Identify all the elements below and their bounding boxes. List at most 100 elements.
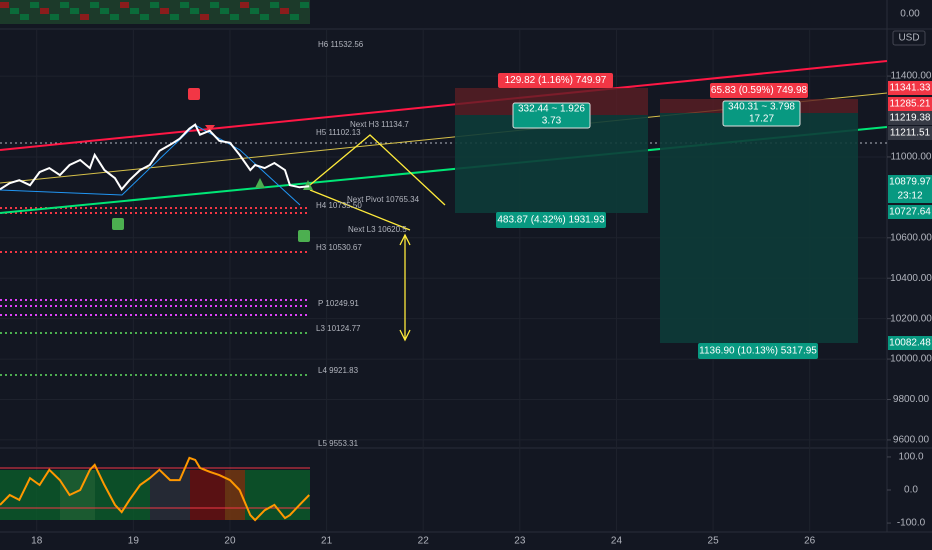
target-zone bbox=[455, 115, 648, 213]
price-tag-box bbox=[888, 189, 932, 203]
y-tick-label: 0.0 bbox=[904, 485, 918, 496]
x-tick-label: 22 bbox=[418, 536, 430, 547]
top-pane-cell bbox=[30, 2, 39, 8]
price-tag-box bbox=[888, 205, 932, 219]
top-pane-cell bbox=[140, 14, 149, 20]
y-tick-label: 10000.00 bbox=[890, 354, 932, 365]
y-tick-label: 11000.00 bbox=[891, 152, 932, 163]
price-tag-box bbox=[888, 111, 932, 125]
projection-arrow bbox=[309, 134, 446, 206]
price-tag-box bbox=[888, 97, 932, 111]
price-tag: 10727.64 bbox=[889, 207, 931, 218]
top-pane-cell bbox=[220, 8, 229, 14]
top-pane-cell bbox=[20, 14, 29, 20]
x-tick-label: 25 bbox=[708, 536, 720, 547]
level-label: Next H3 11134.7 bbox=[350, 120, 409, 129]
top-pane-cell bbox=[120, 2, 129, 8]
level-label: P 10249.91 bbox=[318, 299, 359, 308]
oscillator-band bbox=[150, 470, 190, 520]
position-label: 340.31 ~ 3.798 bbox=[728, 102, 795, 113]
top-pane-cell bbox=[0, 2, 9, 8]
y-tick-label: 9800.00 bbox=[893, 394, 930, 405]
top-pane-cell bbox=[210, 2, 219, 8]
top-pane-value: 0.00 bbox=[900, 9, 920, 20]
y-tick-label: -100.0 bbox=[897, 518, 926, 529]
x-tick-label: 19 bbox=[128, 536, 140, 547]
position-label-box bbox=[496, 212, 606, 228]
position-label-box bbox=[698, 343, 818, 359]
top-pane-cell bbox=[300, 2, 309, 8]
level-label: Next L3 10620.5 bbox=[348, 225, 407, 234]
top-pane-cell bbox=[260, 14, 269, 20]
top-pane-cell bbox=[90, 2, 99, 8]
top-pane-cell bbox=[290, 14, 299, 20]
top-pane-cell bbox=[40, 8, 49, 14]
position-label: 332.44 ~ 1.926 bbox=[518, 104, 585, 115]
signal-marker bbox=[188, 88, 200, 100]
top-pane-cell bbox=[160, 8, 169, 14]
price-tag: 10879.97 bbox=[889, 177, 931, 188]
position-label: 17.27 bbox=[749, 114, 774, 125]
trend-line-red bbox=[0, 60, 888, 151]
price-line bbox=[0, 456, 310, 522]
x-tick-label: 18 bbox=[31, 536, 43, 547]
top-pane-cell bbox=[100, 8, 109, 14]
signal-marker bbox=[205, 125, 215, 132]
level-label: Next Pivot 10765.34 bbox=[347, 195, 420, 204]
arrow-head bbox=[399, 233, 411, 342]
signal-marker bbox=[255, 178, 265, 188]
signal-marker bbox=[298, 230, 310, 242]
oscillator-band bbox=[190, 470, 225, 520]
top-pane-cell bbox=[130, 8, 139, 14]
y-tick-label: 9600.00 bbox=[893, 435, 930, 446]
top-pane-cell bbox=[50, 14, 59, 20]
position-label: 483.87 (4.32%) 1931.93 bbox=[497, 215, 605, 226]
y-tick-label: 10200.00 bbox=[890, 313, 932, 324]
top-pane-cell bbox=[180, 2, 189, 8]
currency-label: USD bbox=[898, 33, 919, 44]
level-label: H5 11102.13 bbox=[316, 128, 361, 137]
oscillator-band bbox=[245, 470, 310, 520]
price-tag: 11285.21 bbox=[890, 99, 931, 110]
x-tick-label: 23 bbox=[514, 536, 526, 547]
price-line bbox=[0, 123, 310, 192]
top-pane-cell bbox=[150, 2, 159, 8]
price-tag: 23:12 bbox=[897, 191, 922, 202]
x-tick-label: 24 bbox=[611, 536, 623, 547]
position-label-box bbox=[722, 100, 801, 127]
top-pane-cell bbox=[200, 14, 209, 20]
top-pane-cell bbox=[10, 8, 19, 14]
price-tag: 11211.51 bbox=[890, 128, 931, 139]
position-label-box bbox=[512, 102, 591, 129]
price-tag: 11341.33 bbox=[890, 83, 931, 94]
y-tick-label: 100.0 bbox=[898, 452, 923, 463]
price-tag-box bbox=[888, 175, 932, 189]
price-tag-box bbox=[888, 81, 932, 95]
top-pane-cell bbox=[240, 2, 249, 8]
top-pane-cell bbox=[60, 2, 69, 8]
top-pane-cell bbox=[170, 14, 179, 20]
level-label: L4 9921.83 bbox=[318, 366, 359, 375]
x-tick-label: 21 bbox=[321, 536, 333, 547]
level-label: L5 9553.31 bbox=[318, 439, 359, 448]
signal-marker bbox=[112, 218, 124, 230]
currency-box bbox=[892, 30, 926, 46]
marks bbox=[0, 123, 310, 522]
labels: 0.00 USD 11400.00 11000.00 10600.00 10400.00 1… bbox=[31, 9, 932, 547]
price-tag: 10082.48 bbox=[889, 338, 931, 349]
top-pane-cell bbox=[190, 8, 199, 14]
position-label-box bbox=[498, 73, 613, 88]
position-label: 65.83 (0.59%) 749.98 bbox=[711, 85, 808, 96]
position-label: 129.82 (1.16%) 749.97 bbox=[505, 75, 607, 86]
oscillator-band bbox=[60, 470, 95, 520]
top-pane-cell bbox=[250, 8, 259, 14]
y-tick-label: 10600.00 bbox=[890, 232, 932, 243]
top-pane-cell bbox=[230, 14, 239, 20]
price-tag: 11219.38 bbox=[890, 113, 931, 124]
position-label-box bbox=[710, 83, 808, 98]
price-tag-box bbox=[888, 126, 932, 140]
level-label: L3 10124.77 bbox=[316, 324, 361, 333]
level-label: H3 10530.67 bbox=[316, 243, 362, 252]
